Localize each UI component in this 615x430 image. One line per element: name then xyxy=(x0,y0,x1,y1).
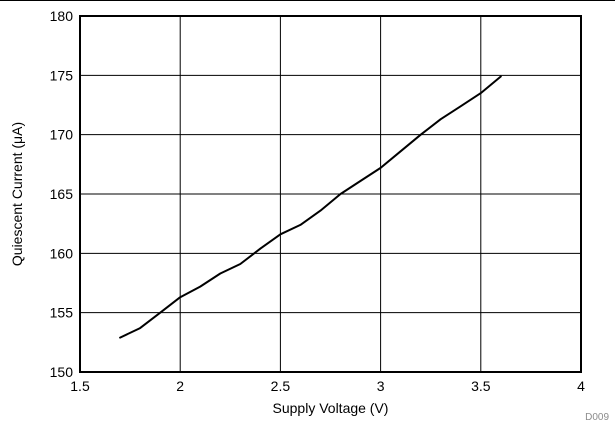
x-tick-label: 1.5 xyxy=(70,378,90,394)
top-rule xyxy=(0,0,615,1)
series-layer xyxy=(119,75,502,339)
series-line xyxy=(119,75,502,339)
x-tick-label: 3 xyxy=(377,378,385,394)
y-tick-label: 170 xyxy=(50,127,74,143)
x-axis-title: Supply Voltage (V) xyxy=(273,400,389,416)
y-tick-label: 175 xyxy=(50,67,74,83)
x-tick-label: 3.5 xyxy=(471,378,491,394)
y-axis-title: Quiescent Current (μA) xyxy=(9,122,25,266)
plot-frame xyxy=(79,15,582,373)
y-tick-label: 150 xyxy=(50,364,74,380)
x-tick-label: 2.5 xyxy=(271,378,291,394)
y-tick-labels: 150 155 160 165 170 175 180 xyxy=(50,8,74,380)
x-tick-label: 4 xyxy=(577,378,585,394)
y-tick-label: 165 xyxy=(50,186,74,202)
y-tick-label: 180 xyxy=(50,8,74,24)
y-tick-label: 155 xyxy=(50,305,74,321)
y-tick-label: 160 xyxy=(50,245,74,261)
grid xyxy=(80,16,581,372)
figure-code: D009 xyxy=(585,412,609,423)
x-tick-label: 2 xyxy=(176,378,184,394)
x-tick-labels: 1.5 2 2.5 3 3.5 4 xyxy=(70,378,585,394)
